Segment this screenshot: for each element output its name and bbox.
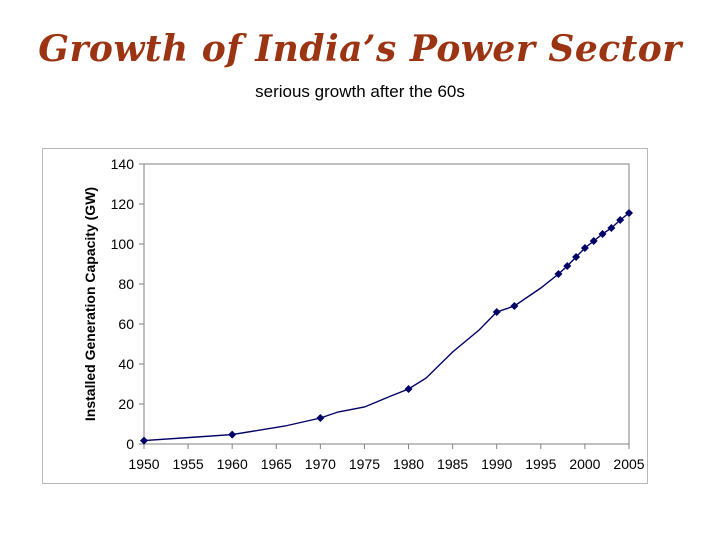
data-point-marker — [492, 308, 501, 316]
data-point-marker — [554, 270, 563, 278]
x-tick-label: 1965 — [261, 456, 292, 472]
y-tick-label: 20 — [118, 396, 134, 412]
x-tick-label: 2000 — [569, 456, 600, 472]
data-point-marker — [563, 262, 572, 270]
y-axis: 0 20 40 60 80 100 120 140 — [111, 156, 144, 452]
x-tick-label: 1995 — [525, 456, 556, 472]
x-tick-label: 1980 — [393, 456, 424, 472]
y-tick-label: 60 — [118, 316, 134, 332]
y-axis-title: Installed Generation Capacity (GW) — [82, 187, 98, 421]
data-point-marker — [572, 253, 581, 261]
data-point-marker — [616, 216, 625, 224]
data-point-marker — [228, 430, 237, 439]
chart-frame: 0 20 40 60 80 100 120 140 1950 1955 1960 1965 1970 1… — [42, 148, 648, 484]
x-tick-label: 1985 — [437, 456, 468, 472]
y-tick-label: 100 — [111, 236, 135, 252]
y-tick-label: 80 — [118, 276, 134, 292]
data-point-marker — [580, 244, 589, 252]
x-tick-label: 1960 — [217, 456, 248, 472]
x-tick-label: 1990 — [481, 456, 512, 472]
plot-area — [143, 163, 630, 445]
data-point-marker — [598, 230, 607, 238]
y-tick-label: 120 — [111, 196, 135, 212]
data-point-marker — [404, 385, 413, 393]
data-point-marker — [140, 436, 148, 445]
data-point-marker — [589, 237, 598, 245]
data-point-marker — [316, 414, 325, 422]
x-tick-label: 1955 — [173, 456, 204, 472]
x-tick-label: 1950 — [128, 456, 159, 472]
y-tick-label: 40 — [118, 356, 134, 372]
data-point-marker — [607, 224, 616, 232]
x-tick-label: 2005 — [613, 456, 644, 472]
x-tick-label: 1975 — [349, 456, 380, 472]
y-tick-label: 0 — [126, 436, 134, 452]
data-point-marker — [510, 302, 519, 310]
x-axis: 1950 1955 1960 1965 1970 1975 1980 1985 1990 1995… — [128, 444, 645, 472]
y-tick-label: 140 — [111, 156, 135, 172]
slide-subtitle: serious growth after the 60s — [255, 82, 465, 101]
series-markers — [140, 209, 633, 445]
slide-title: Growth of India’s Power Sector — [38, 28, 682, 70]
data-point-marker — [625, 209, 633, 217]
x-tick-label: 1970 — [305, 456, 336, 472]
